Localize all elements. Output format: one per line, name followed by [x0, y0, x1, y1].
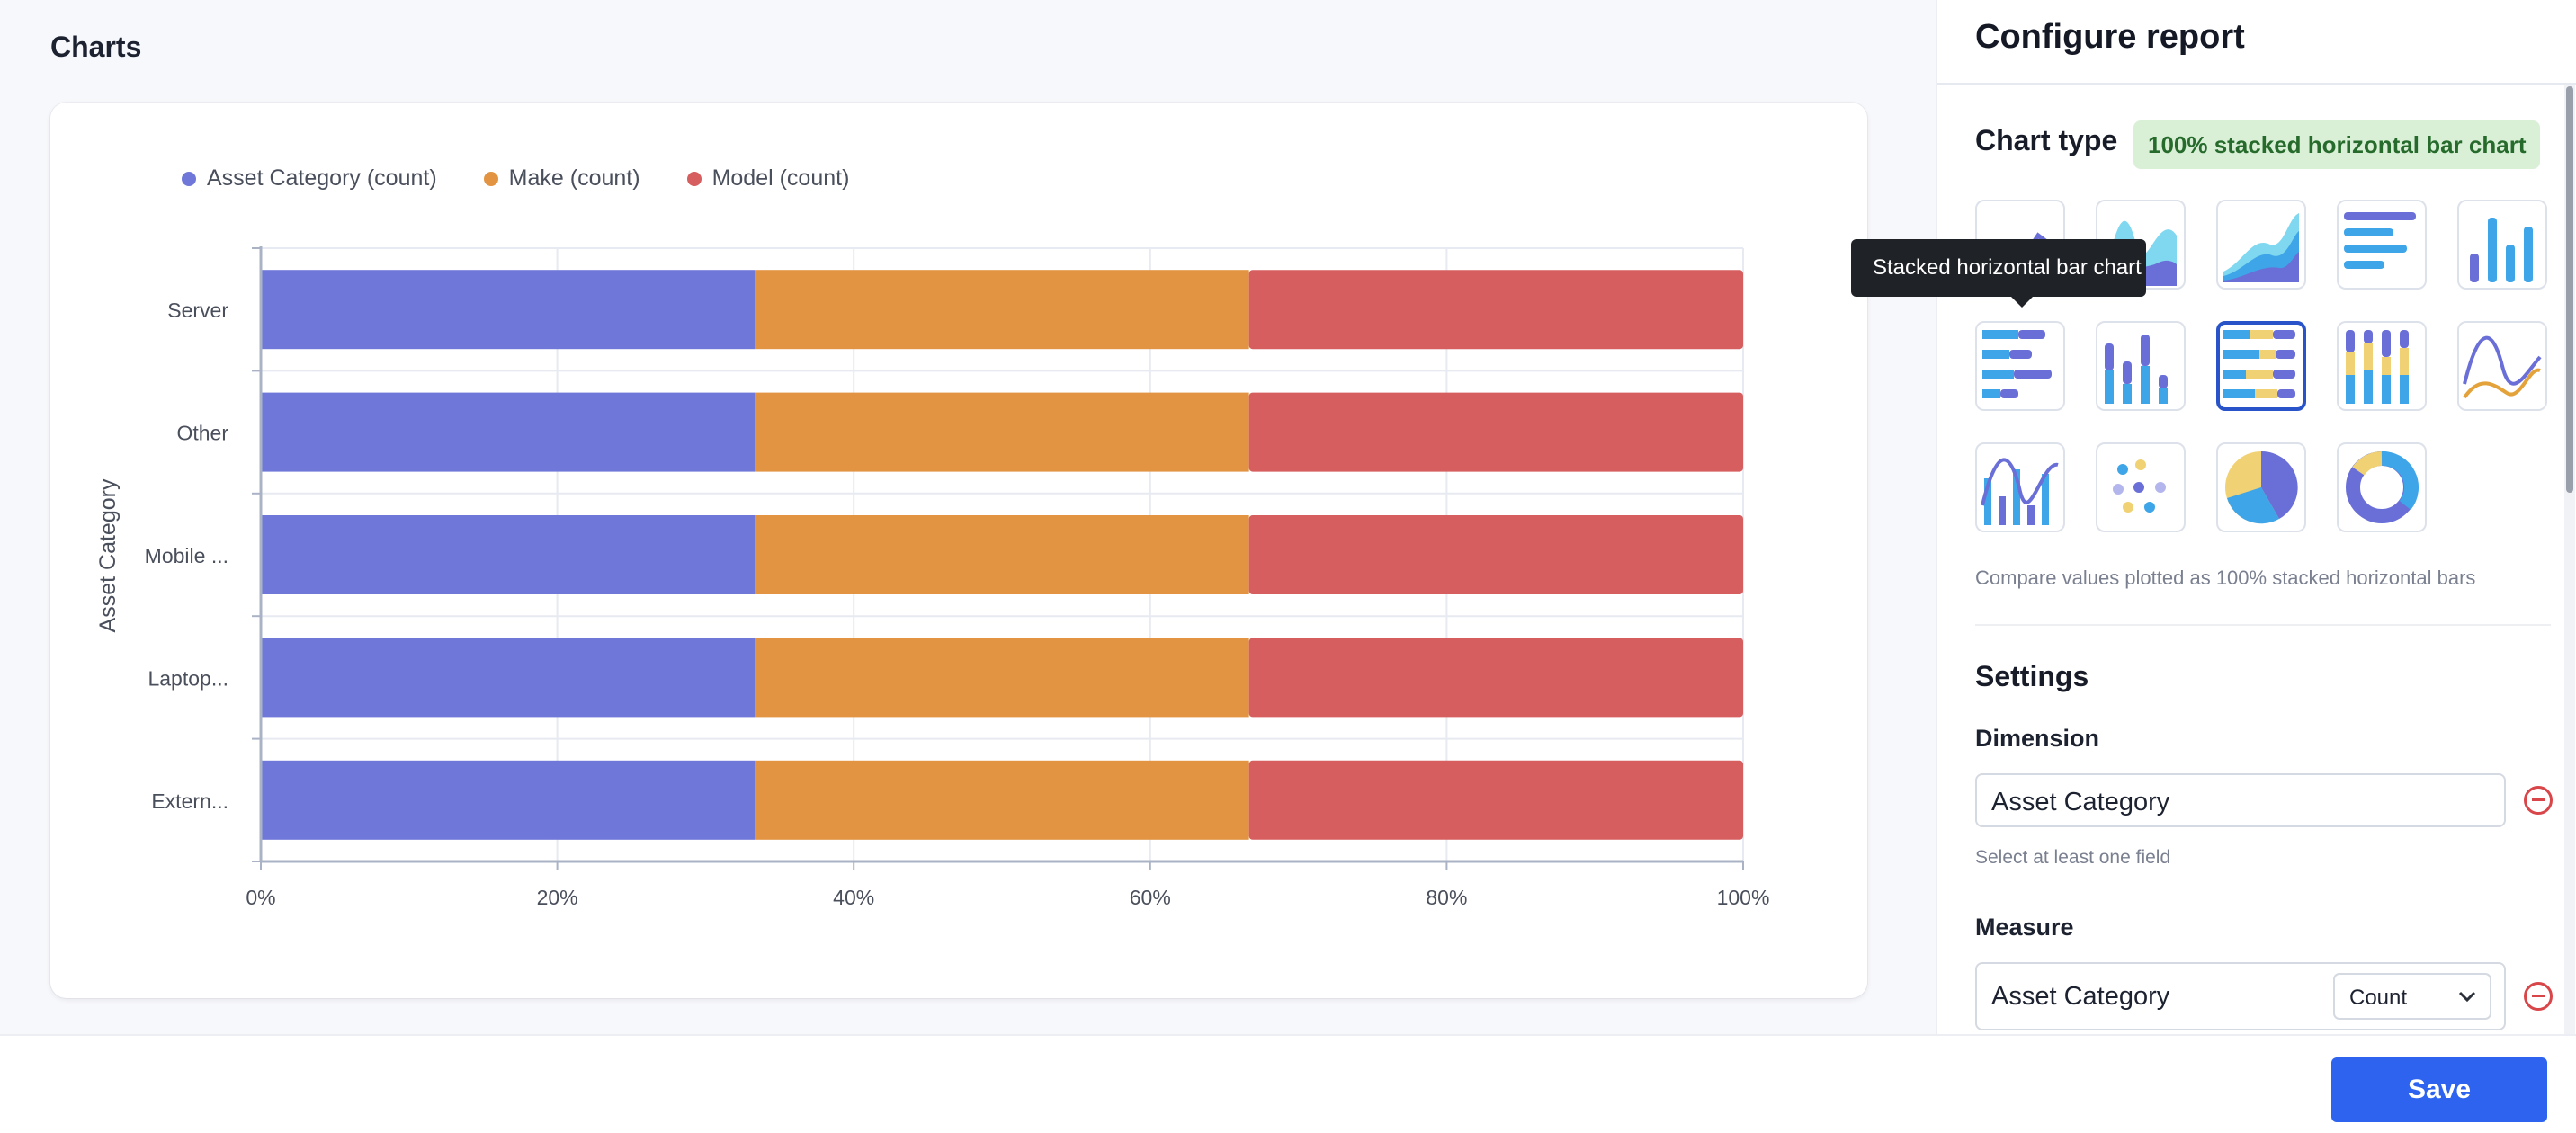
panel-body: Chart type 100% stacked horizontal bar c…: [1937, 85, 2576, 1034]
donut-chart-icon: [2346, 451, 2419, 523]
bar-segment: [1248, 270, 1743, 350]
legend-label: Make (count): [508, 165, 640, 191]
divider: [1975, 624, 2551, 626]
chart-type-option[interactable]: [2216, 442, 2306, 532]
aggregation-select[interactable]: Count: [2333, 973, 2491, 1020]
chart-type-heading: Chart type: [1975, 124, 2118, 156]
tooltip-arrow: [2011, 297, 2033, 308]
dimension-value: Asset Category: [1991, 788, 2170, 816]
percent-stacked-horizontal-bar-chart-icon: [2223, 330, 2295, 398]
chart-type-option[interactable]: [1975, 442, 2065, 532]
x-tick-label: 40%: [833, 886, 874, 909]
bar-segment: [1248, 638, 1743, 718]
bar-segment: [261, 638, 756, 718]
panel-scrollbar-thumb[interactable]: [2566, 86, 2573, 493]
bar-segment: [755, 270, 1249, 350]
legend-swatch: [182, 171, 196, 186]
bar-segment: [1248, 760, 1743, 840]
dimension-field[interactable]: Asset Category: [1975, 773, 2506, 827]
chart-type-option[interactable]: [2337, 200, 2427, 290]
x-tick-label: 80%: [1426, 886, 1467, 909]
chart-type-option[interactable]: [2216, 200, 2306, 290]
bar-segment: [261, 760, 756, 840]
chart-legend: Asset Category (count) Make (count) Model …: [182, 165, 849, 192]
x-tick-label: 20%: [537, 886, 578, 909]
y-tick-label: Other: [176, 422, 228, 445]
stacked-horizontal-bar-chart-icon: [1982, 330, 2052, 398]
chart-type-option[interactable]: [2216, 321, 2306, 411]
vertical-bar-chart-icon: [2470, 218, 2533, 282]
chart-type-option[interactable]: [2096, 442, 2186, 532]
x-tick-label: 0%: [246, 886, 275, 909]
footer-bar: [0, 1034, 2576, 1133]
legend-item[interactable]: Asset Category (count): [182, 165, 437, 192]
bar-segment: [261, 515, 756, 594]
stacked-area-chart-icon: [2223, 213, 2299, 282]
settings-heading: Settings: [1975, 660, 2089, 692]
configure-report-panel: Configure report Chart type 100% stacked…: [1936, 0, 2576, 1034]
dimension-hint: Select at least one field: [1975, 847, 2171, 868]
page-title: Charts: [50, 31, 142, 63]
tooltip-text: Stacked horizontal bar chart: [1873, 255, 2142, 280]
spline-chart-icon: [2463, 335, 2542, 399]
y-axis-label: Asset Category: [95, 478, 121, 632]
pie-chart-icon: [2225, 451, 2298, 524]
bar-segment: [755, 760, 1249, 840]
x-tick-label: 60%: [1130, 886, 1171, 909]
chart-type-option[interactable]: [1975, 321, 2065, 411]
bar-segment: [755, 515, 1249, 594]
remove-dimension-icon[interactable]: [2524, 786, 2553, 815]
chart-type-option[interactable]: [2096, 321, 2186, 411]
remove-measure-icon[interactable]: [2524, 982, 2553, 1011]
legend-item[interactable]: Make (count): [483, 165, 640, 192]
bar-segment: [755, 638, 1249, 718]
aggregation-value: Count: [2349, 986, 2408, 1010]
panel-header: Configure report: [1937, 0, 2576, 85]
measure-field[interactable]: Asset Category Count: [1975, 962, 2506, 1030]
bar-segment: [755, 392, 1249, 472]
chart-type-option[interactable]: [2457, 200, 2547, 290]
scatter-chart-icon: [2113, 459, 2166, 513]
save-button[interactable]: Save: [2331, 1057, 2547, 1122]
y-tick-label: Laptop...: [148, 666, 228, 690]
horizontal-bar-chart-icon: [2344, 212, 2416, 269]
chart-card: Asset Category (count) Make (count) Model …: [50, 103, 1867, 998]
legend-swatch: [483, 171, 498, 186]
x-tick-label: 100%: [1717, 886, 1770, 909]
chart-type-option[interactable]: [2457, 321, 2547, 411]
bar-segment: [1248, 392, 1743, 472]
legend-item[interactable]: Model (count): [686, 165, 850, 192]
dimension-label: Dimension: [1975, 725, 2100, 752]
measure-label: Measure: [1975, 914, 2074, 941]
legend-swatch: [686, 171, 702, 186]
chart-type-description: Compare values plotted as 100% stacked h…: [1975, 566, 2476, 589]
legend-label: Model (count): [711, 165, 850, 191]
legend-label: Asset Category (count): [207, 165, 437, 191]
stacked-bar-chart: 0% 20% 40% 60% 80% 100% Server Other Mobile ... L…: [95, 246, 1770, 909]
percent-stacked-vertical-bar-chart-icon: [2346, 330, 2409, 404]
bar-line-combo-chart-icon: [1981, 458, 2059, 525]
measure-value: Asset Category: [1991, 982, 2170, 1011]
chart-type-tooltip: Stacked horizontal bar chart: [1851, 239, 2146, 297]
y-tick-label: Server: [167, 299, 228, 322]
selected-chart-type-badge: 100% stacked horizontal bar chart: [2133, 120, 2541, 169]
panel-title: Configure report: [1975, 18, 2245, 56]
bar-segment: [261, 270, 756, 350]
y-tick-label: Extern...: [151, 790, 228, 813]
bar-segment: [1248, 515, 1743, 594]
y-tick-label: Mobile ...: [145, 544, 228, 567]
chart-type-option[interactable]: [2337, 442, 2427, 532]
bar-segment: [261, 392, 756, 472]
chevron-down-icon: [2458, 991, 2476, 1003]
chart-type-option[interactable]: [2337, 321, 2427, 411]
stacked-vertical-bar-chart-icon: [2105, 335, 2168, 404]
charts-area: Charts Asset Category (count) Make (count…: [50, 31, 1867, 998]
